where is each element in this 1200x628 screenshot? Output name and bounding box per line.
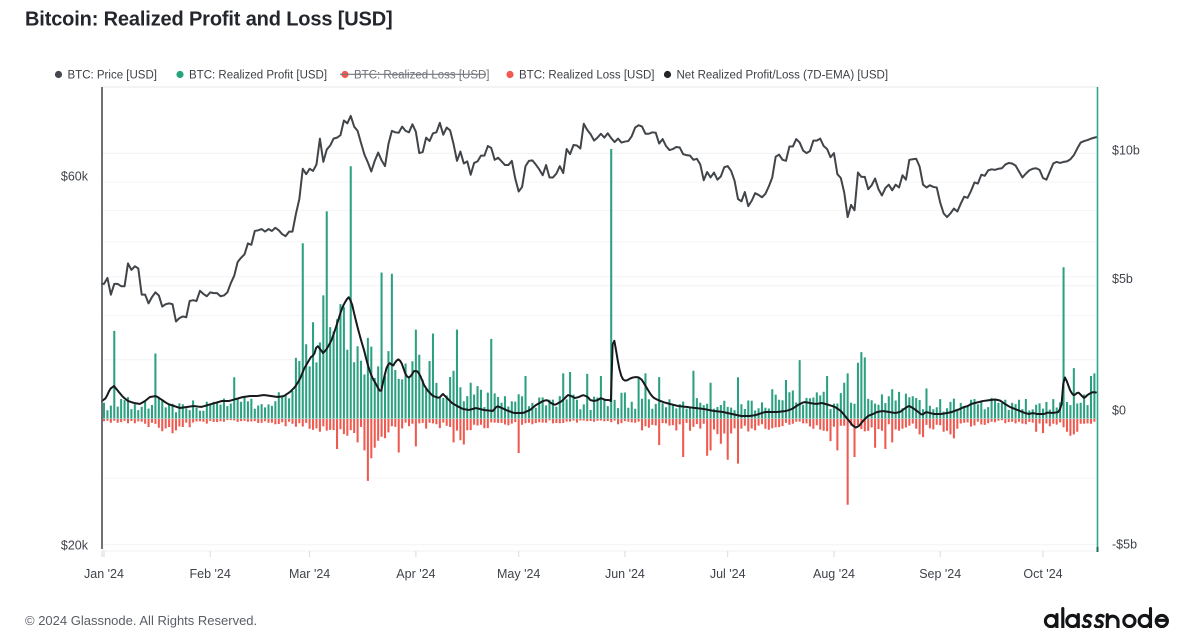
svg-text:$20k: $20k — [61, 539, 89, 553]
svg-text:$60k: $60k — [61, 170, 89, 184]
svg-text:$5b: $5b — [1112, 272, 1133, 286]
svg-text:Oct '24: Oct '24 — [1023, 567, 1062, 581]
svg-text:-$5b: -$5b — [1112, 538, 1137, 552]
svg-text:BTC: Realized Loss [USD]: BTC: Realized Loss [USD] — [519, 70, 655, 82]
svg-text:Jul '24: Jul '24 — [710, 567, 746, 581]
svg-text:$0: $0 — [1112, 404, 1126, 418]
svg-text:May '24: May '24 — [497, 567, 540, 581]
svg-text:Bitcoin: Realized Profit and L: Bitcoin: Realized Profit and Loss [USD] — [25, 9, 393, 31]
svg-text:Apr '24: Apr '24 — [396, 567, 435, 581]
svg-text:Jun '24: Jun '24 — [605, 567, 645, 581]
svg-text:BTC: Price [USD]: BTC: Price [USD] — [68, 70, 157, 82]
svg-text:Net Realized Profit/Loss (7D-E: Net Realized Profit/Loss (7D-EMA) [USD] — [677, 70, 889, 82]
svg-text:Mar '24: Mar '24 — [289, 567, 330, 581]
svg-text:BTC: Realized Loss [USD]: BTC: Realized Loss [USD] — [354, 70, 490, 82]
svg-text:© 2024 Glassnode. All Rights R: © 2024 Glassnode. All Rights Reserved. — [25, 613, 257, 628]
svg-text:Aug '24: Aug '24 — [813, 567, 855, 581]
svg-text:Sep '24: Sep '24 — [919, 567, 961, 581]
svg-text:$10b: $10b — [1112, 144, 1140, 158]
svg-text:Feb '24: Feb '24 — [190, 567, 231, 581]
svg-text:Jan '24: Jan '24 — [84, 567, 124, 581]
svg-text:BTC: Realized Profit [USD]: BTC: Realized Profit [USD] — [189, 70, 327, 82]
